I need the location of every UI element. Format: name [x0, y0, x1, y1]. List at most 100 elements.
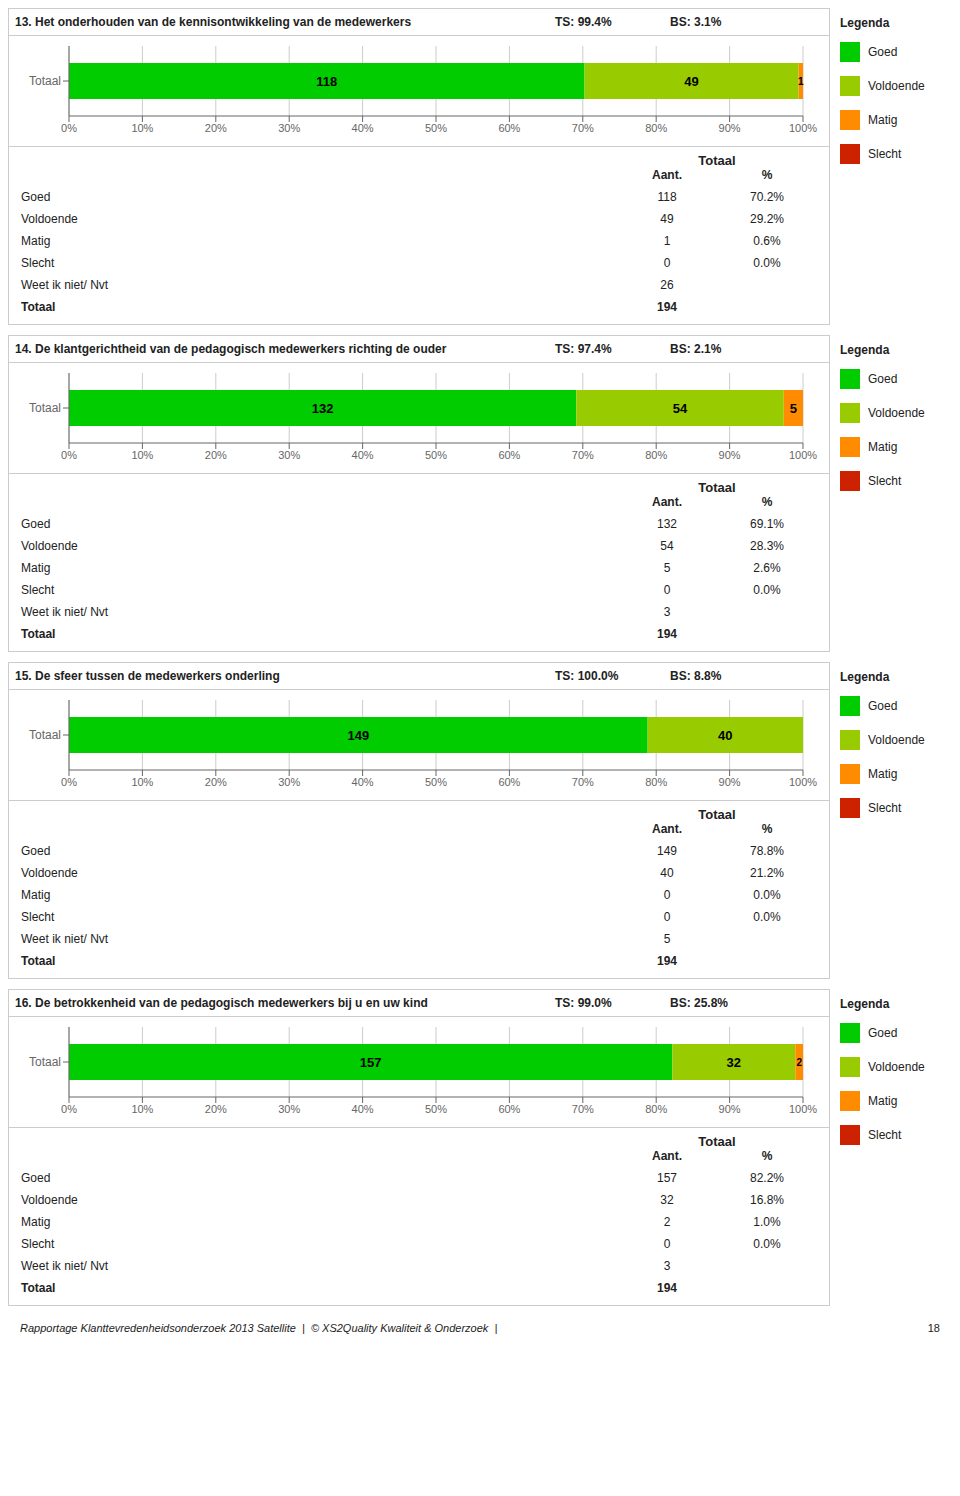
svg-text:60%: 60%: [498, 1103, 520, 1115]
svg-text:100%: 100%: [789, 1103, 817, 1115]
html-text:132: 132: [657, 517, 677, 531]
svg-text:50%: 50%: [425, 1103, 447, 1115]
svg-text:40: 40: [718, 728, 732, 743]
svg-text:Totaal: Totaal: [29, 728, 61, 742]
svg-text:20%: 20%: [205, 122, 227, 134]
html-text:Slecht: Slecht: [21, 256, 55, 270]
html-text:Totaal: Totaal: [698, 480, 736, 495]
html-text:2.6%: 2.6%: [753, 561, 781, 575]
html-text:Legenda: Legenda: [840, 16, 890, 30]
svg-text:80%: 80%: [645, 776, 667, 788]
svg-text:90%: 90%: [719, 1103, 741, 1115]
svg-text:40%: 40%: [352, 449, 374, 461]
html-text:Aant.: Aant.: [652, 495, 682, 509]
svg-text:50%: 50%: [425, 122, 447, 134]
html-text:Goed: Goed: [868, 45, 898, 59]
svg-text:132: 132: [312, 401, 334, 416]
html-text:118: 118: [657, 190, 677, 204]
html-text:Matig: Matig: [21, 234, 51, 248]
html-text:28.3%: 28.3%: [750, 539, 784, 553]
svg-text:70%: 70%: [572, 122, 594, 134]
svg-text:40%: 40%: [352, 1103, 374, 1115]
html-text:Voldoende: Voldoende: [21, 212, 78, 226]
svg-text:10%: 10%: [131, 776, 153, 788]
html-text:Matig: Matig: [868, 113, 898, 127]
svg-text:40%: 40%: [352, 122, 374, 134]
html-text:Slecht: Slecht: [21, 583, 55, 597]
svg-text:Totaal: Totaal: [29, 74, 61, 88]
html-text:TS: 97.4%: TS: 97.4%: [555, 342, 612, 356]
svg-text:60%: 60%: [498, 449, 520, 461]
svg-text:20%: 20%: [205, 1103, 227, 1115]
svg-text:50%: 50%: [425, 776, 447, 788]
svg-text:Totaal: Totaal: [29, 1055, 61, 1069]
svg-text:0%: 0%: [61, 449, 77, 461]
html-text:70.2%: 70.2%: [750, 190, 784, 204]
svg-text:90%: 90%: [719, 776, 741, 788]
html-text:Totaal: Totaal: [21, 300, 56, 314]
svg-text:100%: 100%: [789, 122, 817, 134]
svg-text:32: 32: [727, 1055, 741, 1070]
svg-text:157: 157: [360, 1055, 382, 1070]
svg-text:60%: 60%: [498, 122, 520, 134]
svg-text:80%: 80%: [645, 1103, 667, 1115]
html-text:29.2%: 29.2%: [750, 212, 784, 226]
html-text:0.0%: 0.0%: [753, 583, 781, 597]
svg-text:20%: 20%: [205, 776, 227, 788]
svg-text:60%: 60%: [498, 776, 520, 788]
html-text:194: 194: [657, 300, 677, 314]
html-text:54: 54: [660, 539, 674, 553]
svg-text:30%: 30%: [278, 1103, 300, 1115]
svg-text:50%: 50%: [425, 449, 447, 461]
html-text:Slecht: Slecht: [868, 147, 902, 161]
html-text:49: 49: [660, 212, 674, 226]
html-text:Voldoende: Voldoende: [868, 79, 925, 93]
html-text:Voldoende: Voldoende: [21, 539, 78, 553]
svg-text:100%: 100%: [789, 776, 817, 788]
svg-text:118: 118: [316, 74, 337, 89]
html-text:69.1%: 69.1%: [750, 517, 784, 531]
svg-text:90%: 90%: [719, 122, 741, 134]
html-text:Totaal: Totaal: [698, 807, 736, 822]
svg-text:30%: 30%: [278, 122, 300, 134]
svg-text:10%: 10%: [131, 1103, 153, 1115]
svg-text:70%: 70%: [572, 449, 594, 461]
html-text:Aant.: Aant.: [652, 168, 682, 182]
svg-text:20%: 20%: [205, 449, 227, 461]
svg-text:Totaal: Totaal: [29, 401, 61, 415]
svg-text:0%: 0%: [61, 776, 77, 788]
html-text:13. Het onderhouden van de ken: 13. Het onderhouden van de kennisontwikk…: [15, 15, 412, 29]
svg-text:70%: 70%: [572, 1103, 594, 1115]
svg-text:1: 1: [798, 76, 804, 87]
svg-text:0%: 0%: [61, 1103, 77, 1115]
svg-text:54: 54: [673, 401, 688, 416]
svg-text:2: 2: [796, 1057, 802, 1068]
svg-text:10%: 10%: [131, 122, 153, 134]
svg-text:80%: 80%: [645, 122, 667, 134]
html-text:0.0%: 0.0%: [753, 256, 781, 270]
svg-text:10%: 10%: [131, 449, 153, 461]
html-text:BS: 2.1%: BS: 2.1%: [670, 342, 722, 356]
html-text:14. De klantgerichtheid van de: 14. De klantgerichtheid van de pedagogis…: [15, 342, 447, 356]
svg-text:30%: 30%: [278, 776, 300, 788]
html-text:Totaal: Totaal: [698, 1134, 736, 1149]
svg-text:49: 49: [684, 74, 698, 89]
html-text:Goed: Goed: [21, 517, 51, 531]
svg-text:70%: 70%: [572, 776, 594, 788]
html-text:Totaal: Totaal: [698, 153, 736, 168]
svg-text:30%: 30%: [278, 449, 300, 461]
svg-text:90%: 90%: [719, 449, 741, 461]
html-text:Goed: Goed: [21, 190, 51, 204]
html-text:TS: 99.4%: TS: 99.4%: [555, 15, 612, 29]
svg-text:149: 149: [347, 728, 369, 743]
html-text:Matig: Matig: [21, 561, 51, 575]
svg-text:40%: 40%: [352, 776, 374, 788]
html-text:Weet ik niet/ Nvt: Weet ik niet/ Nvt: [21, 278, 109, 292]
svg-text:100%: 100%: [789, 449, 817, 461]
svg-text:80%: 80%: [645, 449, 667, 461]
html-text:0.6%: 0.6%: [753, 234, 781, 248]
svg-text:5: 5: [790, 401, 797, 416]
html-text:BS: 3.1%: BS: 3.1%: [670, 15, 722, 29]
svg-text:0%: 0%: [61, 122, 77, 134]
html-text:26: 26: [660, 278, 674, 292]
